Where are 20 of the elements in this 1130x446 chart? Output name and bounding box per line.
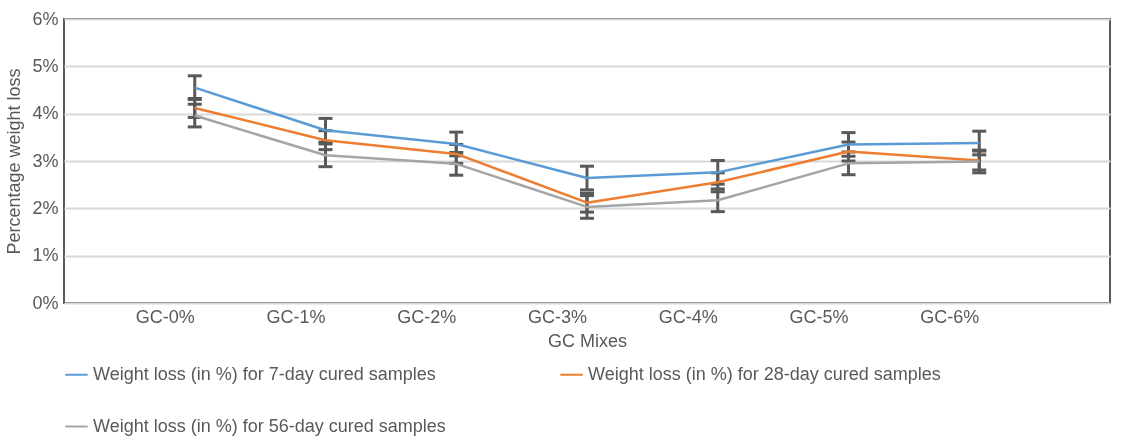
x-tick-label: GC-0%	[135, 306, 195, 327]
legend-label: Weight loss (in %) for 7-day cured samples	[93, 363, 436, 384]
y-tick-label: 0%	[32, 292, 59, 313]
x-tick-label: GC-2%	[397, 306, 457, 327]
y-tick-label: 5%	[32, 55, 59, 76]
legend-label: Weight loss (in %) for 28-day cured samples	[588, 363, 941, 384]
y-tick-label: 1%	[32, 245, 59, 266]
x-tick-label: GC-5%	[789, 306, 849, 327]
y-tick-label: 6%	[32, 8, 59, 29]
x-tick-label: GC-1%	[266, 306, 326, 327]
y-tick-label: 2%	[32, 197, 59, 218]
y-axis-title: Percentage weight loss	[4, 68, 25, 255]
x-tick-label: GC-3%	[527, 306, 587, 327]
y-tick-label: 3%	[32, 150, 59, 171]
legend-label: Weight loss (in %) for 56-day cured samples	[93, 415, 446, 436]
x-tick-label: GC-6%	[920, 306, 980, 327]
x-tick-label: GC-4%	[658, 306, 718, 327]
y-tick-label: 4%	[32, 103, 59, 124]
x-axis-title: GC Mixes	[547, 330, 628, 351]
line-series	[193, 86, 981, 180]
